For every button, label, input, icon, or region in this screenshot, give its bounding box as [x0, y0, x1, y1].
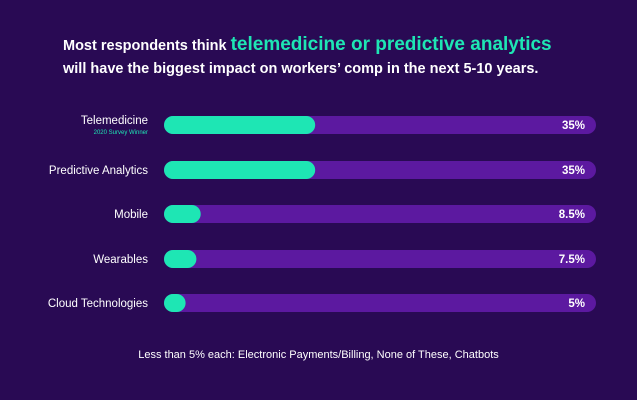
bar-track-cloud-technologies: [164, 294, 596, 312]
value-label-mobile: 8.5%: [559, 209, 585, 221]
category-label-mobile: Mobile: [114, 209, 148, 221]
value-label-cloud-technologies: 5%: [568, 298, 585, 310]
title-highlight: telemedicine or predictive analytics: [230, 34, 552, 55]
bar-wearables: [164, 250, 197, 268]
bar-mobile: [164, 205, 201, 223]
category-sublabel-telemedicine: 2020 Survey Winner: [94, 130, 148, 136]
bar-cloud-technologies: [164, 294, 186, 312]
value-label-predictive-analytics: 35%: [562, 165, 585, 177]
bar-telemedicine: [164, 116, 316, 134]
bar-track-mobile: [164, 205, 596, 223]
value-label-telemedicine: 35%: [562, 120, 585, 132]
category-label-wearables: Wearables: [93, 254, 148, 266]
bar-predictive-analytics: [164, 161, 316, 179]
category-label-telemedicine: Telemedicine: [81, 115, 148, 127]
chart-title: Most respondents think telemedicine or p…: [63, 33, 623, 81]
category-label-predictive-analytics: Predictive Analytics: [49, 165, 148, 177]
title-line2: will have the biggest impact on workers’…: [63, 61, 539, 77]
title-prefix: Most respondents think: [63, 38, 227, 54]
value-label-wearables: 7.5%: [559, 254, 585, 266]
category-label-cloud-technologies: Cloud Technologies: [48, 298, 148, 310]
bar-track-wearables: [164, 250, 596, 268]
footnote: Less than 5% each: Electronic Payments/B…: [138, 349, 499, 361]
